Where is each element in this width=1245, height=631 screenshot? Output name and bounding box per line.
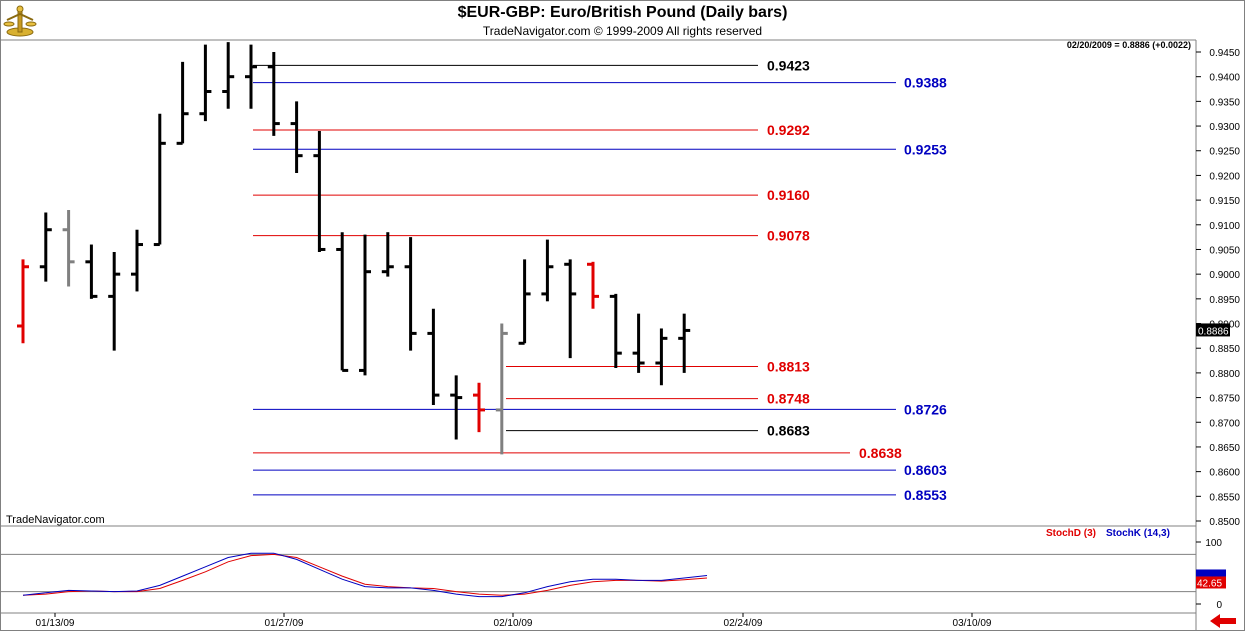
chart-title: $EUR-GBP: Euro/British Pound (Daily bars… xyxy=(457,4,788,21)
ohlc-bar xyxy=(609,293,622,368)
ohlc-bar xyxy=(518,259,531,345)
level-label: 0.8726 xyxy=(904,401,947,417)
stochk-value-box xyxy=(1196,569,1226,577)
fib-levels: 0.9423 0.9388 0.9292 0.9253 0.9160 0.9078 0.88… xyxy=(253,57,947,503)
current-price-box xyxy=(1196,323,1230,337)
ohlc-bar xyxy=(62,209,75,287)
price-tick-label: 0.8750 xyxy=(1209,394,1240,405)
scroll-left-arrow-icon[interactable] xyxy=(1210,614,1236,628)
ohlc-bars xyxy=(17,42,691,455)
ohlc-bar xyxy=(336,232,349,372)
price-tick-label: 0.8650 xyxy=(1209,443,1240,454)
ohlc-bar xyxy=(17,259,29,344)
stochastic-panel: StochD (3) StochK (14,3) 10050042.65 xyxy=(0,528,1226,611)
ohlc-bar xyxy=(495,323,508,455)
level-label: 0.8748 xyxy=(767,391,810,407)
date-tick-label: 02/24/09 xyxy=(724,618,763,629)
price-tick-label: 0.9250 xyxy=(1209,147,1240,158)
stochk-line xyxy=(22,552,708,598)
price-tick-label: 0.9000 xyxy=(1209,270,1240,281)
level-label: 0.9423 xyxy=(767,57,810,73)
level-label: 0.9078 xyxy=(767,228,810,244)
ohlc-bar xyxy=(153,113,166,247)
ohlc-bar xyxy=(381,232,394,277)
ohlc-bar xyxy=(176,61,189,145)
stoch-tick-label: 100 xyxy=(1205,538,1222,549)
level-label: 0.9253 xyxy=(904,141,947,157)
ohlc-bar xyxy=(267,52,280,136)
level-label: 0.8553 xyxy=(904,487,947,503)
ohlc-bar xyxy=(85,244,98,299)
price-tick-label: 0.8500 xyxy=(1209,517,1240,528)
ohlc-bar xyxy=(450,375,463,440)
ohlc-bar xyxy=(564,259,577,359)
level-label: 0.8638 xyxy=(859,445,902,461)
ohlc-bar xyxy=(222,42,235,109)
price-tick-label: 0.9450 xyxy=(1209,48,1240,59)
price-tick-label: 0.9050 xyxy=(1209,245,1240,256)
ohlc-bar xyxy=(473,382,485,433)
price-tick-label: 0.9100 xyxy=(1209,221,1240,232)
ohlc-bar xyxy=(108,251,121,351)
price-axis: 0.9450 0.9400 0.9350 0.9300 0.9250 0.9200 0.91… xyxy=(1196,48,1240,528)
level-label: 0.9388 xyxy=(904,75,947,91)
level-label: 0.8813 xyxy=(767,358,810,374)
level-label: 0.9160 xyxy=(767,187,810,203)
ohlc-bar xyxy=(632,313,645,373)
date-tick-label: 01/13/09 xyxy=(36,618,75,629)
ohlc-bar xyxy=(199,44,212,122)
date-tick-label: 01/27/09 xyxy=(265,618,304,629)
level-label: 0.8603 xyxy=(904,462,947,478)
trade-navigator-logo-icon[interactable] xyxy=(3,4,37,38)
level-label: 0.8683 xyxy=(767,423,810,439)
price-tick-label: 0.9200 xyxy=(1209,171,1240,182)
stochd-legend: StochD (3) xyxy=(1046,528,1096,539)
ohlc-bar xyxy=(131,229,143,292)
current-price-label: 0.8886 xyxy=(1198,326,1229,337)
price-tick-label: 0.9150 xyxy=(1209,196,1240,207)
stochd-value-box xyxy=(1196,576,1226,589)
price-tick-label: 0.8800 xyxy=(1209,369,1240,380)
price-tick-label: 0.8600 xyxy=(1209,468,1240,479)
price-tick-label: 0.8550 xyxy=(1209,492,1240,503)
price-tick-label: 0.9400 xyxy=(1209,73,1240,84)
watermark-label: TradeNavigator.com xyxy=(6,514,105,526)
date-tick-label: 02/10/09 xyxy=(494,618,533,629)
price-tick-label: 0.8700 xyxy=(1209,418,1240,429)
ohlc-bar xyxy=(404,237,417,351)
ohlc-bar xyxy=(678,313,691,373)
price-tick-label: 0.8950 xyxy=(1209,295,1240,306)
ohlc-bar xyxy=(313,130,326,252)
date-tick-label: 03/10/09 xyxy=(953,618,992,629)
stoch-value-label: 42.65 xyxy=(1197,578,1222,589)
price-tick-label: 0.9350 xyxy=(1209,97,1240,108)
ohlc-bar xyxy=(39,212,52,282)
ohlc-bar xyxy=(290,101,303,173)
ohlc-bar xyxy=(427,308,440,405)
stochk-legend: StochK (14,3) xyxy=(1106,528,1170,539)
ohlc-bar xyxy=(655,328,668,386)
level-label: 0.9292 xyxy=(767,122,810,138)
ohlc-bar xyxy=(541,239,554,302)
stochd-line xyxy=(22,553,708,596)
price-tick-label: 0.9300 xyxy=(1209,122,1240,133)
price-tick-label: 0.8850 xyxy=(1209,344,1240,355)
copyright-subtitle: TradeNavigator.com © 1999-2009 All right… xyxy=(482,24,763,38)
ohlc-bar xyxy=(245,44,257,109)
ohlc-bar xyxy=(587,261,599,309)
last-quote-label: 02/20/2009 = 0.8886 (+0.0022) xyxy=(1067,40,1191,50)
ohlc-bar xyxy=(359,234,371,376)
stoch-tick-label: 0 xyxy=(1216,600,1222,611)
date-axis: 01/13/09 01/27/09 02/10/09 02/24/09 03/10/09 xyxy=(36,613,992,629)
